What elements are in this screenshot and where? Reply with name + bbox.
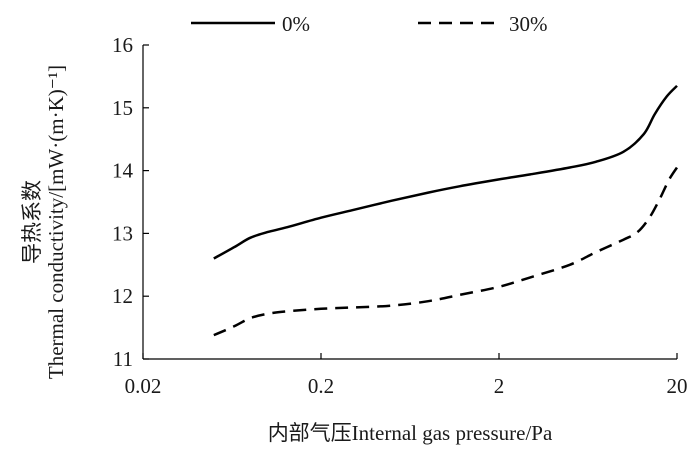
series-line-30pct	[213, 166, 679, 337]
y-tick-label: 13	[112, 221, 133, 245]
y-axis-title-line2: Thermal conductivity/[mW·(m·K)⁻¹]	[44, 65, 68, 379]
legend-label-0pct: 0%	[282, 12, 310, 36]
x-tick-label: 0.2	[308, 374, 334, 398]
x-tick-label: 0.02	[125, 374, 162, 398]
y-tick-label: 11	[113, 347, 133, 371]
x-tick-label: 2	[494, 374, 505, 398]
y-ticks: 11 12 13 14 15 16	[112, 33, 149, 371]
y-tick-label: 15	[112, 96, 133, 120]
y-tick-label: 12	[112, 284, 133, 308]
x-tick-label: 20	[667, 374, 688, 398]
series-line-0pct	[213, 84, 678, 260]
x-axis-title: 内部气压Internal gas pressure/Pa	[268, 421, 553, 445]
legend: 0% 30%	[191, 12, 548, 36]
y-tick-label: 14	[112, 159, 134, 183]
legend-label-30pct: 30%	[509, 12, 548, 36]
y-axis-title-line1: 导热系数	[20, 180, 44, 264]
series-layer	[213, 84, 679, 337]
y-tick-label: 16	[112, 33, 133, 57]
x-ticks: 0.02 0.2 2 20	[125, 353, 688, 398]
